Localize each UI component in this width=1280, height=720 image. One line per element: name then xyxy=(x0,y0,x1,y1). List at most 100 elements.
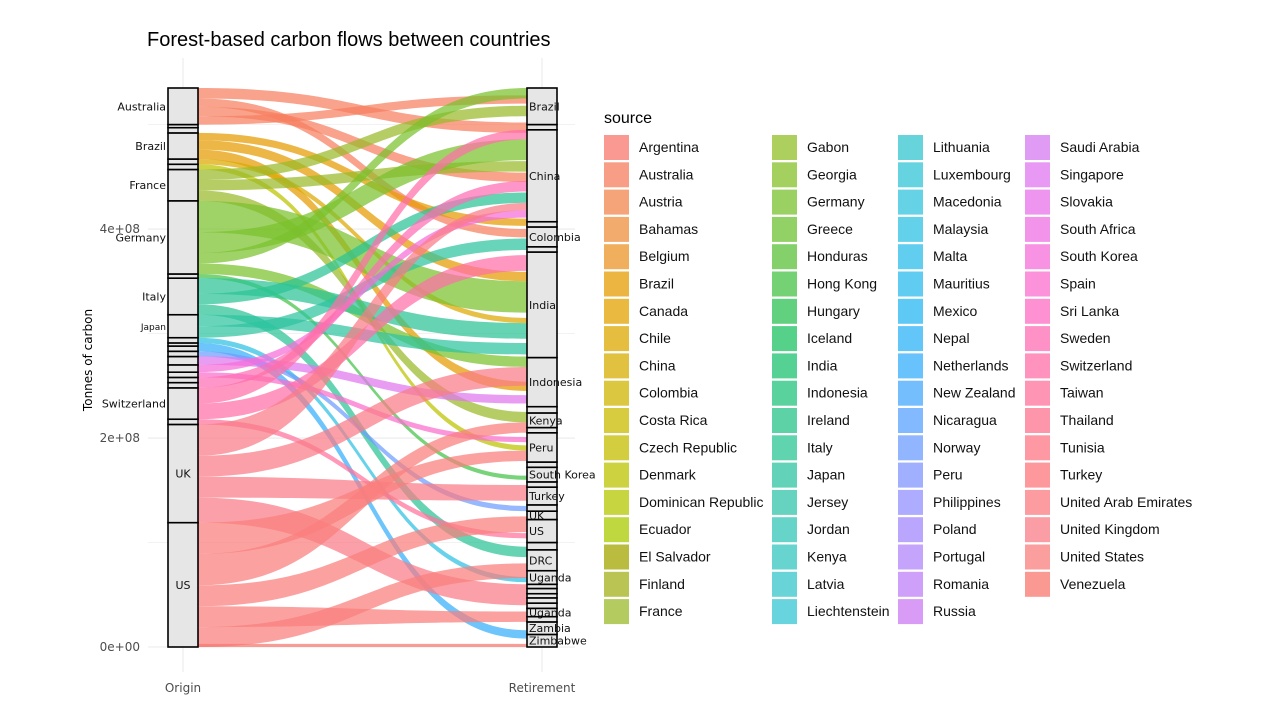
legend-label: El Salvador xyxy=(639,549,711,565)
flow-ribbon xyxy=(198,140,527,282)
stratum-label: Uganda xyxy=(529,607,571,620)
legend-key xyxy=(604,189,629,215)
legend-label: France xyxy=(639,603,683,619)
legend-label: Kenya xyxy=(807,549,847,565)
legend-key xyxy=(1025,271,1050,297)
legend-key xyxy=(898,135,923,160)
legend-label: Hungary xyxy=(807,303,860,319)
flow-ribbon xyxy=(198,98,527,238)
stratum-label: Zambia xyxy=(529,622,571,635)
legend-label: Hong Kong xyxy=(807,276,877,292)
legend-key xyxy=(604,135,629,160)
legend-key xyxy=(898,326,923,352)
y-tick-label: 4e+08 xyxy=(100,222,140,236)
legend-key xyxy=(1025,162,1050,188)
legend-key xyxy=(604,462,629,488)
legend-title: source xyxy=(604,110,652,127)
legend-key xyxy=(898,408,923,433)
legend-label: Japan xyxy=(807,467,845,483)
legend-key xyxy=(1025,353,1050,379)
stratum xyxy=(167,200,199,275)
flow-ribbons xyxy=(198,88,527,647)
legend-key xyxy=(1025,544,1050,570)
legend-key xyxy=(898,298,923,324)
legend-label: Venezuela xyxy=(1060,576,1126,592)
stratum xyxy=(526,541,558,551)
flow-ribbon xyxy=(198,563,527,647)
stratum-label: Zimbabwe xyxy=(529,635,587,648)
legend-key xyxy=(772,435,797,461)
legend-label: Austria xyxy=(639,194,683,210)
legend-label: Sweden xyxy=(1060,330,1111,346)
stratum-label: Indonesia xyxy=(529,376,582,389)
legend-key xyxy=(898,435,923,461)
stratum-label: Turkey xyxy=(528,490,565,503)
legend-label: Belgium xyxy=(639,248,690,264)
x-tick-label: Origin xyxy=(165,681,201,695)
legend-label: Romania xyxy=(933,576,989,592)
legend-label: Ireland xyxy=(807,412,850,428)
legend-label: Chile xyxy=(639,330,671,346)
legend-key xyxy=(1025,462,1050,488)
legend-label: Czech Republic xyxy=(639,439,737,455)
legend-key xyxy=(1025,435,1050,461)
legend-key xyxy=(898,462,923,488)
legend-key xyxy=(1025,298,1050,324)
legend-label: Indonesia xyxy=(807,385,868,401)
y-axis: 0e+00 2e+08 4e+08 xyxy=(100,222,140,654)
legend-label: Latvia xyxy=(807,576,845,592)
legend-key xyxy=(604,353,629,379)
legend-label: Canada xyxy=(639,303,688,319)
legend-key xyxy=(772,244,797,270)
legend-label: Mauritius xyxy=(933,276,990,292)
legend-label: Denmark xyxy=(639,467,697,483)
legend-label: Saudi Arabia xyxy=(1060,139,1140,155)
legend-key xyxy=(898,599,923,625)
legend-label: United Arab Emirates xyxy=(1060,494,1192,510)
legend-label: Lithuania xyxy=(933,139,990,155)
flow-ribbon xyxy=(198,192,527,305)
legend-key xyxy=(1025,380,1050,406)
flow-ribbon xyxy=(198,95,527,125)
legend-key xyxy=(1025,216,1050,242)
stratum xyxy=(526,251,558,359)
legend-key xyxy=(604,599,629,625)
legend-key xyxy=(772,298,797,324)
legend-label: Iceland xyxy=(807,330,852,346)
legend-label: South Africa xyxy=(1060,221,1136,237)
legend-key xyxy=(1025,326,1050,352)
legend-key xyxy=(604,544,629,570)
stratum-label: US xyxy=(175,579,190,592)
legend-label: Tunisia xyxy=(1060,439,1105,455)
legend-label: Bahamas xyxy=(639,221,698,237)
legend-key xyxy=(772,189,797,215)
legend-label: India xyxy=(807,357,838,373)
flow-ribbon xyxy=(198,88,527,264)
legend-label: Malta xyxy=(933,248,967,264)
stratum xyxy=(167,132,199,160)
y-tick-label: 0e+00 xyxy=(100,640,140,654)
legend-key xyxy=(772,489,797,515)
legend-key xyxy=(898,189,923,215)
stratum-label: DRC xyxy=(529,554,553,567)
legend-key xyxy=(898,544,923,570)
legend-key xyxy=(772,517,797,543)
stratum xyxy=(167,364,199,374)
flow-ribbon xyxy=(198,180,527,388)
flow-ribbon xyxy=(198,129,527,404)
legend-label: Ecuador xyxy=(639,521,691,537)
flow-ribbon xyxy=(198,337,527,583)
stratum-label: Switzerland xyxy=(102,398,166,411)
legend-label: Nicaragua xyxy=(933,412,997,428)
legend-label: Thailand xyxy=(1060,412,1114,428)
legend-key xyxy=(898,244,923,270)
legend-key xyxy=(898,162,923,188)
legend-label: Sri Lanka xyxy=(1060,303,1119,319)
legend-label: Macedonia xyxy=(933,194,1002,210)
legend-label: Mexico xyxy=(933,303,978,319)
legend-key xyxy=(1025,571,1050,597)
stratum xyxy=(526,432,558,463)
legend-label: China xyxy=(639,357,676,373)
stratum-label: Kenya xyxy=(529,414,563,427)
stratum-label: Japan xyxy=(140,323,166,333)
